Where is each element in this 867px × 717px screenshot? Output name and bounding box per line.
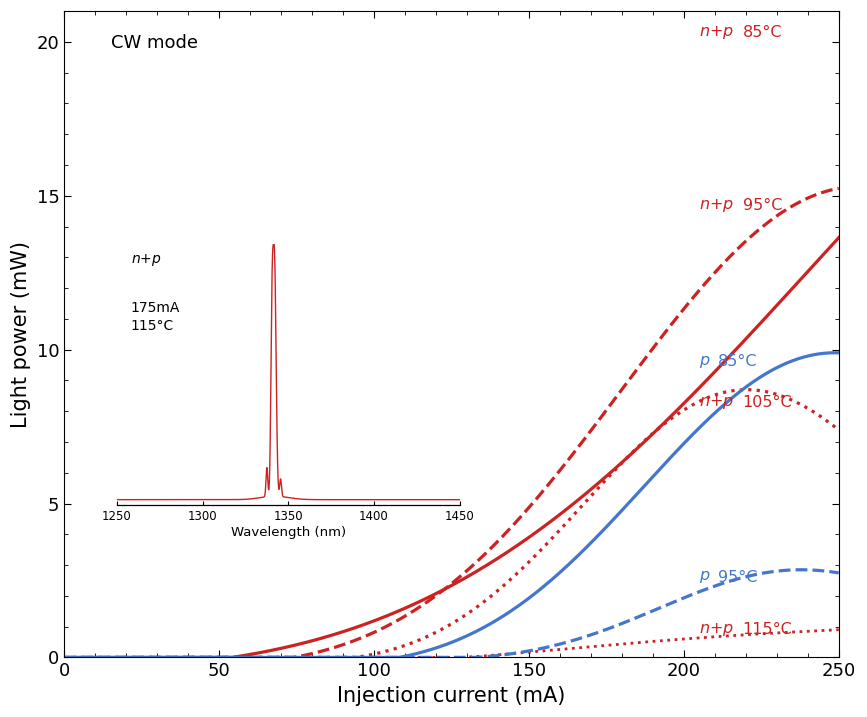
X-axis label: Wavelength (nm): Wavelength (nm) <box>231 526 346 539</box>
Text: 95°C: 95°C <box>743 197 782 212</box>
Text: $n$+$p$: $n$+$p$ <box>700 621 734 638</box>
Text: 115°C: 115°C <box>743 622 792 637</box>
Text: $p$: $p$ <box>700 354 711 370</box>
Text: 85°C: 85°C <box>743 25 782 40</box>
Text: $n$+$p$: $n$+$p$ <box>700 394 734 411</box>
Y-axis label: Light power (mW): Light power (mW) <box>11 241 31 428</box>
Text: $n$+$p$: $n$+$p$ <box>131 252 161 267</box>
Text: 95°C: 95°C <box>718 570 758 585</box>
Text: 175mA
115°C: 175mA 115°C <box>131 301 180 333</box>
Text: $p$: $p$ <box>700 569 711 586</box>
Text: $n$+$p$: $n$+$p$ <box>700 196 734 214</box>
Text: 85°C: 85°C <box>718 354 758 369</box>
X-axis label: Injection current (mA): Injection current (mA) <box>337 686 566 706</box>
Text: $n$+$p$: $n$+$p$ <box>700 24 734 41</box>
Text: 105°C: 105°C <box>743 394 792 409</box>
Text: CW mode: CW mode <box>111 34 198 52</box>
